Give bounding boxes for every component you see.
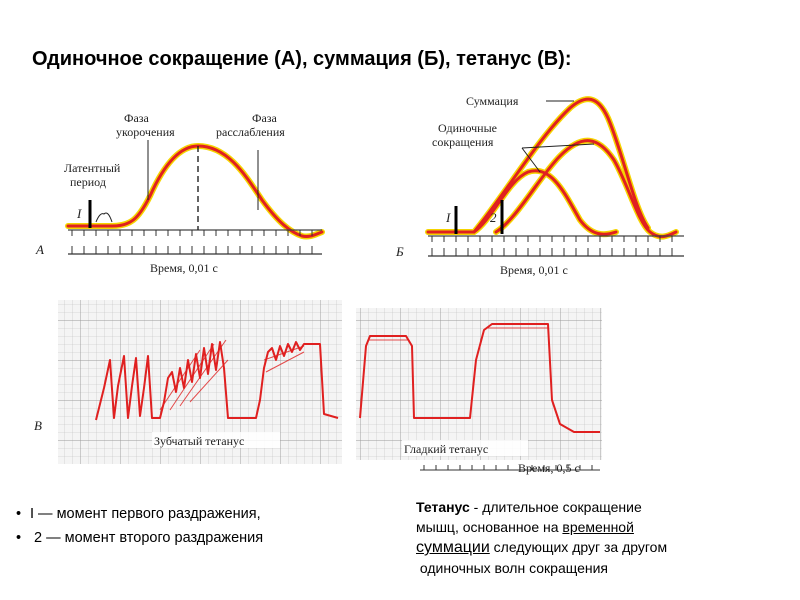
- definition-term: Тетанус: [416, 499, 470, 515]
- label-phase-relaxation-1: Фаза: [252, 111, 278, 125]
- legend-item-1: • I — момент первого раздражения,: [16, 502, 263, 526]
- panel-c-time-label: Время, 0,5 с: [518, 461, 580, 475]
- label-latent-1: Латентный: [64, 161, 121, 175]
- panel-a-single-twitch: Фаза укорочения Фаза расслабления Латент…: [35, 111, 325, 275]
- smooth-tetanus-trace: [359, 323, 600, 433]
- panel-a-letter: А: [35, 242, 44, 257]
- panel-b-time-label: Время, 0,01 с: [500, 263, 568, 277]
- panel-c-time-ticks: [423, 465, 593, 470]
- label-jagged-tetanus: Зубчатый тетанус: [154, 434, 244, 448]
- label-phase-shortening-2: укорочения: [116, 125, 175, 139]
- panel-b-summation: Суммация Одиночные сокращения I 2 Б Врем…: [395, 94, 684, 277]
- label-latent-2: период: [70, 175, 106, 189]
- panel-b-curve-single-2: [494, 139, 678, 239]
- grid-paper-right: [356, 308, 602, 460]
- panel-b-stim1-label: I: [445, 210, 451, 225]
- bullet-dot-icon: •: [16, 506, 22, 522]
- label-single-1: Одиночные: [438, 121, 497, 135]
- label-phase-relaxation-2: расслабления: [216, 125, 285, 139]
- bullet-dot-icon: •: [16, 530, 22, 546]
- panel-c-letter: В: [34, 418, 42, 433]
- label-single-2: сокращения: [432, 135, 494, 149]
- panel-c-tetanus: В Зубчатый тетанус Гладкий тетанус Время…: [34, 300, 602, 475]
- panel-a-time-label: Время, 0,01 с: [150, 261, 218, 275]
- panel-b-stim2-label: 2: [490, 210, 497, 225]
- page-title: Одиночное сокращение (А), суммация (Б), …: [32, 48, 572, 70]
- stimulus-legend: • I — момент первого раздражения, • 2 — м…: [16, 502, 263, 550]
- panel-b-time-ticks: [431, 236, 673, 256]
- label-summation: Суммация: [466, 94, 519, 108]
- panel-a-time-ticks: [71, 230, 313, 254]
- panel-b-curve-single-1: [426, 169, 618, 236]
- definition-link-summation: суммации: [416, 539, 490, 556]
- panel-a-stim-label: I: [76, 206, 82, 221]
- panel-b-curve-summation: [472, 97, 650, 234]
- label-phase-shortening-1: Фаза: [124, 111, 150, 125]
- label-smooth-tetanus: Гладкий тетанус: [404, 442, 488, 456]
- legend-item-2: • 2 — момент второго раздражения: [16, 526, 263, 550]
- panel-b-letter: Б: [395, 244, 404, 259]
- definition-link-temporal: временной: [562, 519, 634, 535]
- tetanus-definition: Тетанус - длительное сокращение мышц, ос…: [416, 499, 668, 576]
